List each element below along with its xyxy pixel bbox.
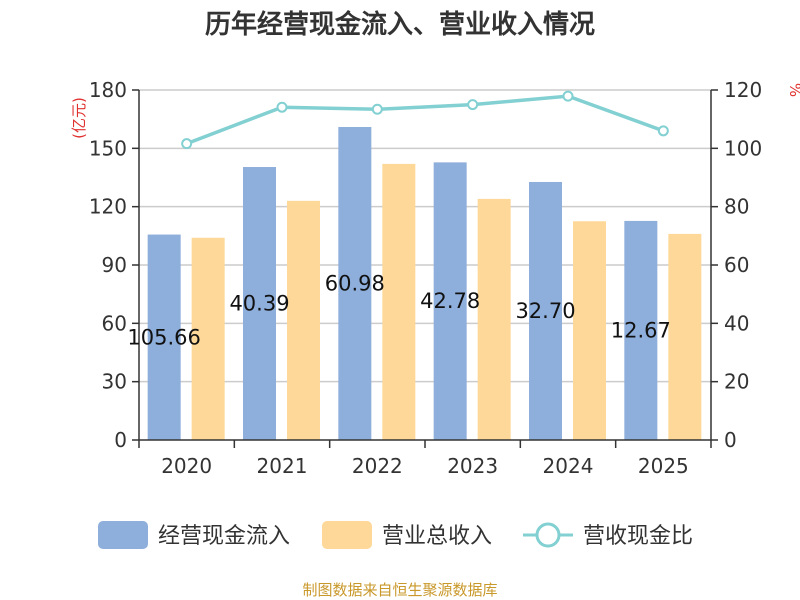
- right-tick-label: 80: [724, 195, 749, 219]
- bar-revenue: [191, 237, 225, 440]
- legend-label-ratio: 营收现金比: [583, 524, 693, 549]
- bar-data-label: 32.70: [515, 299, 575, 323]
- ratio-point: [562, 90, 574, 102]
- bar-revenue: [382, 163, 416, 440]
- ratio-point: [467, 99, 479, 111]
- bar-cash-inflow: [147, 234, 181, 440]
- ratio-point: [276, 101, 288, 113]
- ratio-point: [181, 138, 193, 150]
- legend-swatch-cash: [98, 521, 148, 549]
- bar-revenue: [573, 221, 606, 440]
- bar-labels: 105.66 40.39 60.98 42.78 32.70 12.67: [127, 271, 670, 349]
- source-note: 制图数据来自恒生聚源数据库: [302, 581, 497, 599]
- chart-title: 历年经营现金流入、营业收入情况: [205, 9, 595, 40]
- bar-data-label: 105.66: [127, 325, 200, 349]
- x-tick-label: 2021: [257, 454, 308, 478]
- bar-revenue: [287, 200, 320, 440]
- bar-data-label: 40.39: [229, 292, 289, 316]
- legend-swatch-ratio-marker: [535, 522, 561, 548]
- bar-cash-inflow: [338, 126, 372, 440]
- x-tick-label: 2020: [161, 454, 212, 478]
- right-axis-unit: %: [786, 83, 800, 97]
- x-tick-label: 2024: [543, 454, 594, 478]
- right-tick-label: 60: [724, 253, 749, 277]
- legend: 经营现金流入 营业总收入 营收现金比: [98, 521, 693, 549]
- x-tick-label: 2022: [352, 454, 403, 478]
- legend-label-revenue: 营业总收入: [382, 524, 492, 549]
- axes: 0 30 60 90 120 150 180 0 20 40 60 80 100 120 2020 2021 2…: [89, 78, 762, 478]
- right-tick-label: 0: [724, 428, 737, 452]
- left-tick-label: 120: [89, 195, 127, 219]
- ratio-point: [657, 125, 669, 137]
- right-tick-label: 20: [724, 370, 749, 394]
- left-tick-label: 0: [114, 428, 127, 452]
- right-tick-label: 120: [724, 78, 762, 102]
- bar-data-label: 42.78: [420, 289, 480, 313]
- bar-revenue: [477, 198, 511, 440]
- ratio-line-path: [186, 94, 664, 146]
- left-tick-label: 60: [102, 311, 127, 335]
- bar-data-label: 12.67: [611, 318, 671, 342]
- left-tick-label: 90: [102, 253, 127, 277]
- x-tick-label: 2025: [638, 454, 689, 478]
- bar-data-label: 60.98: [325, 271, 385, 295]
- bars: [147, 126, 702, 440]
- left-tick-label: 150: [89, 136, 127, 160]
- ratio-point: [371, 103, 383, 115]
- grid-lines: [139, 89, 711, 383]
- right-tick-label: 100: [724, 136, 762, 160]
- left-tick-label: 180: [89, 78, 127, 102]
- x-tick-label: 2023: [447, 454, 498, 478]
- left-tick-label: 30: [102, 370, 127, 394]
- bar-revenue: [668, 233, 702, 440]
- bar-cash-inflow: [529, 181, 562, 440]
- legend-label-cash: 经营现金流入: [158, 524, 290, 549]
- right-tick-label: 40: [724, 311, 749, 335]
- ratio-line: [181, 90, 669, 150]
- bar-cash-inflow: [433, 162, 467, 440]
- legend-swatch-revenue: [322, 521, 372, 549]
- bar-cash-inflow: [243, 167, 276, 440]
- bar-cash-inflow: [624, 220, 658, 440]
- left-axis-unit: (亿元): [70, 97, 88, 139]
